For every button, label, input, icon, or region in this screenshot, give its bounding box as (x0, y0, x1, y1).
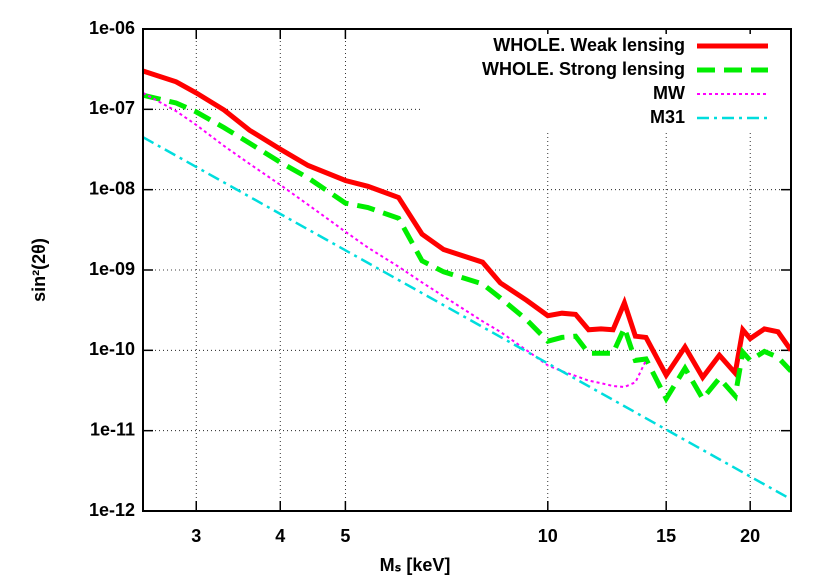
x-tick-label: 20 (740, 526, 760, 546)
legend-label: WHOLE. Strong lensing (482, 59, 685, 79)
series-line (143, 136, 791, 501)
legend-label: MW (653, 83, 685, 103)
y-tick-label: 1e-10 (89, 339, 135, 359)
y-tick-label: 1e-08 (89, 178, 135, 198)
y-tick-label: 1e-07 (89, 98, 135, 118)
legend-label: WHOLE. Weak lensing (493, 35, 685, 55)
y-tick-label: 1e-11 (90, 419, 135, 439)
x-tick-label: 4 (275, 526, 285, 546)
series-line (143, 92, 647, 389)
x-axis-label: Mₛ [keV] (380, 555, 451, 575)
legend-box (420, 34, 790, 130)
x-tick-label: 5 (340, 526, 350, 546)
x-tick-label: 10 (538, 526, 558, 546)
legend-label: M31 (650, 107, 685, 127)
series-line (143, 92, 791, 404)
plot-frame (142, 28, 792, 512)
y-axis-label: sin²(2θ) (29, 238, 49, 302)
y-tick-label: 1e-09 (89, 259, 135, 279)
x-tick-label: 15 (656, 526, 676, 546)
y-tick-label: 1e-12 (89, 500, 135, 520)
series-line (143, 68, 791, 382)
y-tick-label: 1e-06 (89, 18, 135, 38)
x-tick-label: 3 (191, 526, 201, 546)
